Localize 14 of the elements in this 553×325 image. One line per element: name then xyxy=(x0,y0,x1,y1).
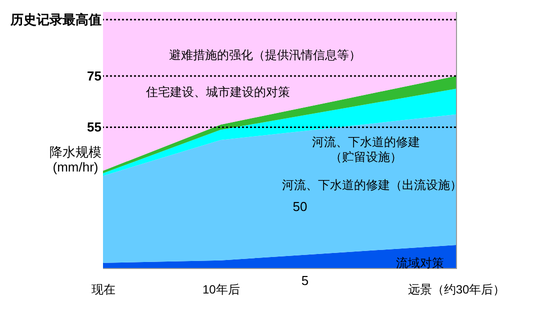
series-label: 住宅建设、城市建设的对策 xyxy=(145,85,290,99)
y-tick-label: 历史记录最高值 xyxy=(10,12,102,28)
series-label: 河流、下水道的修建（出流设施） xyxy=(282,178,462,192)
x-tick-label: 现在 xyxy=(92,282,116,296)
text: 5 xyxy=(301,273,309,288)
x-tick-label: 10年后 xyxy=(202,282,240,296)
y-tick-label: 75 xyxy=(87,68,102,84)
annotation: 50 xyxy=(292,199,308,214)
series-label: 避难措施的强化（提供汛情信息等） xyxy=(169,48,361,62)
x-tick-label: 远景（约30年后） xyxy=(408,282,506,296)
y-axis-title: 降水规模 (mm/hr) xyxy=(50,144,102,174)
y-tick-label: 55 xyxy=(87,120,102,135)
series-label: 流域对策 xyxy=(396,256,444,270)
series-label: 河流、下水道的修建（贮留设施） xyxy=(312,135,420,164)
